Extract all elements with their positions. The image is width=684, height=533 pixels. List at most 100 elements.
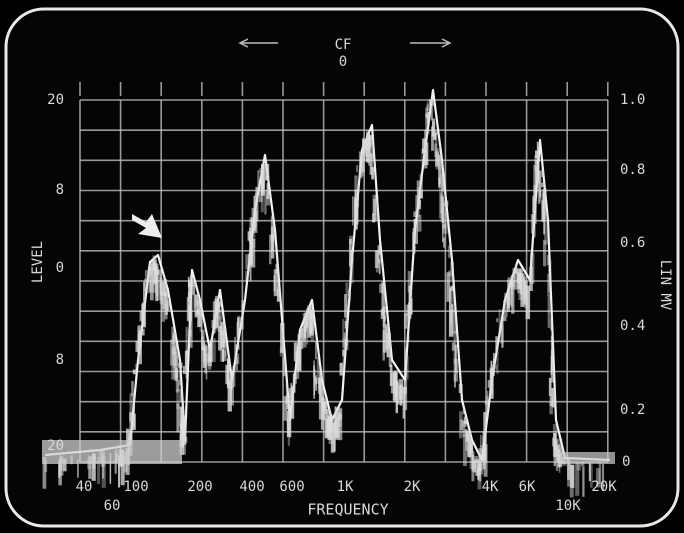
trace-speckle [184, 351, 189, 368]
trace-speckle [595, 468, 601, 488]
trace-speckle [285, 395, 288, 404]
trace-speckle [489, 367, 494, 399]
trace-speckle [275, 263, 279, 275]
trace-speckle [58, 462, 61, 478]
trace-speckle [373, 198, 376, 222]
trace-speckle [218, 325, 222, 351]
trace-speckle [335, 411, 339, 438]
trace-speckle [216, 300, 219, 327]
trace-speckle [348, 299, 351, 306]
trace-speckle [190, 274, 193, 283]
trace-speckle [214, 298, 218, 329]
trace-speckle [405, 312, 409, 329]
trace-speckle [195, 309, 200, 316]
trace-speckle [264, 163, 270, 181]
trace-speckle [369, 136, 375, 160]
trace-speckle [344, 294, 348, 318]
trace-speckle [205, 353, 208, 380]
trace-speckle [484, 400, 489, 405]
freq-label: 4K [482, 479, 499, 495]
right-axis-title: LIN MV [657, 260, 673, 311]
trace-speckle [188, 325, 193, 348]
trace-speckle [598, 462, 602, 484]
trace-speckle [44, 459, 48, 472]
trace-speckle [447, 245, 452, 258]
trace-speckle [283, 396, 288, 421]
trace-speckle [581, 461, 585, 467]
trace-speckle [451, 342, 455, 351]
trace-speckle [182, 436, 188, 443]
trace-speckle [496, 345, 499, 374]
trace-speckle [102, 452, 105, 479]
trace-speckle [201, 336, 204, 351]
trace-speckle [220, 321, 226, 348]
trace-speckle [549, 401, 553, 415]
trace-speckle [441, 173, 445, 192]
trace-speckle [257, 170, 260, 196]
trace-speckle [268, 234, 272, 265]
trace-speckle [291, 386, 295, 419]
trace-speckle [378, 244, 380, 255]
trace-speckle [531, 214, 536, 238]
trace-speckle [352, 196, 354, 226]
trace-speckle [463, 416, 468, 424]
trace-speckle [345, 317, 348, 346]
trace-speckle [226, 358, 230, 389]
marker-arrow [132, 214, 162, 238]
trace-speckle [356, 165, 359, 173]
trace-speckle [557, 453, 563, 468]
trace-speckle [478, 463, 482, 482]
trace-speckle [245, 254, 250, 270]
trace-speckle [244, 270, 249, 281]
trace-speckle [442, 202, 445, 234]
trace-speckle [423, 130, 426, 159]
trace-speckle [347, 289, 351, 296]
bottom-axis-title: FREQUENCY [307, 501, 388, 519]
trace-speckle [451, 284, 454, 308]
trace-speckle [504, 296, 509, 303]
trace-speckle [575, 461, 580, 496]
trace-speckle [414, 221, 418, 244]
trace-speckle [492, 365, 498, 370]
trace-speckle [430, 97, 433, 121]
trace-speckle [300, 327, 304, 349]
cf-label: CF [335, 37, 352, 53]
trace-speckle [354, 175, 358, 207]
trace-speckle [382, 326, 388, 353]
trace-speckle [419, 173, 423, 199]
trace-speckle [426, 101, 429, 135]
trace-speckle [253, 195, 256, 213]
freq-label: 200 [187, 479, 212, 495]
trace-speckle [97, 456, 101, 484]
trace-speckle [307, 308, 311, 314]
trace-speckle [241, 304, 243, 313]
trace-speckle [364, 143, 369, 157]
trace-speckle [336, 408, 340, 439]
trace-speckle [532, 198, 535, 224]
trace-speckle [251, 207, 255, 225]
trace-speckle [435, 148, 440, 170]
trace-speckle [194, 294, 199, 318]
trace-speckle [342, 319, 345, 348]
trace-speckle [361, 146, 365, 173]
trace-speckle [454, 374, 456, 388]
trace-speckle [547, 273, 551, 297]
freq-label: 1K [337, 479, 354, 495]
trace-speckle [150, 259, 153, 276]
trace-speckle [185, 326, 188, 354]
trace-speckle [402, 387, 405, 419]
freq-label: 2K [404, 479, 421, 495]
trace-speckle [134, 363, 137, 370]
trace-speckle [496, 318, 499, 323]
trace-speckle [342, 349, 347, 357]
trace-speckle [570, 464, 575, 488]
freq-label: 600 [279, 479, 304, 495]
trace-speckle [178, 362, 183, 368]
trace-speckle [310, 315, 315, 342]
trace-speckle [177, 380, 180, 392]
trace-speckle [217, 316, 221, 332]
trace-speckle [286, 418, 291, 430]
trace-speckle [328, 417, 333, 444]
trace-speckle [357, 184, 360, 208]
trace-speckle [162, 282, 166, 310]
